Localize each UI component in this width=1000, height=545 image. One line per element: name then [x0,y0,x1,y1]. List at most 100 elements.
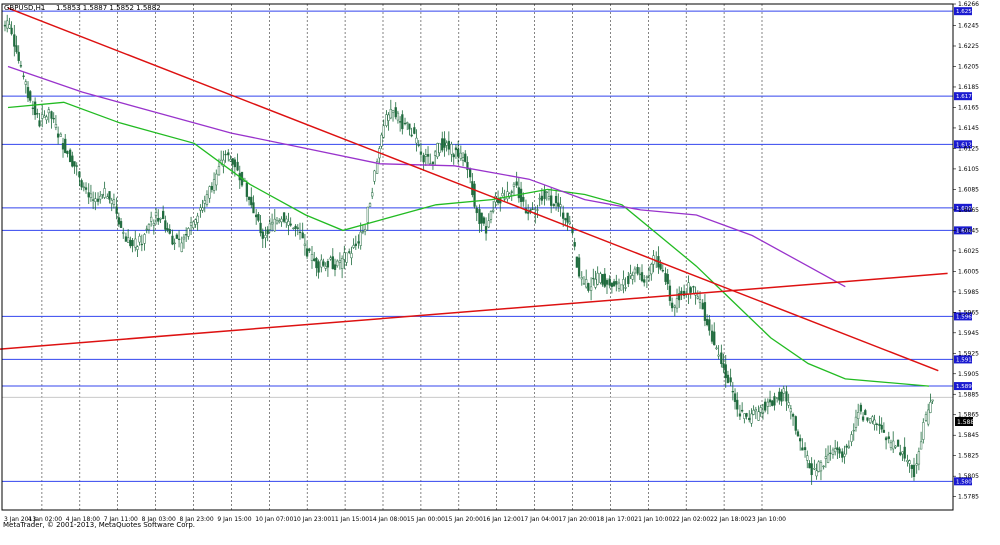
candle-body [670,302,674,309]
y-tick-label: 1.5785 [958,494,979,501]
candle-body [826,454,830,463]
candle-body [750,413,753,424]
candle-body [6,20,9,29]
candle-body [15,45,18,53]
candle-body [340,257,344,269]
x-tick-label: 4 Jan 02:00 [28,516,62,523]
candle-body [387,114,390,121]
candle-body [103,188,106,198]
candle-body [343,252,346,260]
candle-body [612,281,616,287]
candle-body [29,91,32,101]
candle-body [589,286,593,291]
candle-body [96,198,100,202]
candle-body [315,257,318,269]
candle-body [894,445,897,448]
candle-body [320,259,323,268]
x-tick-label: 10 Jan 23:00 [293,516,331,523]
candle-body [815,470,818,477]
candle-body [31,107,35,109]
level-price-badge [954,312,972,321]
trendlines-layer[interactable] [0,7,948,372]
candle-body [873,419,876,425]
candle-body [547,196,551,200]
level-price-badge [954,7,972,16]
candle-body [469,168,472,178]
x-tick-label: 7 Jan 11:00 [104,516,138,523]
candle-body [33,101,37,115]
candle-body [180,242,183,252]
candle-body [368,203,372,207]
candle-body [703,302,707,321]
level-price-badge [954,355,972,364]
candle-body [422,155,425,163]
candle-body [585,279,588,288]
candle-body [731,390,734,393]
candle-body [824,456,828,459]
candle-body [682,290,686,296]
candle-body [875,423,878,426]
candle-body [52,117,55,120]
candle-body [162,210,165,219]
y-tick-label: 1.6065 [958,207,979,214]
candle-body [149,216,153,222]
y-tick-label: 1.5945 [958,330,979,337]
y-tick-label: 1.5885 [958,391,979,398]
candle-body [696,296,699,299]
candle-body [26,87,30,99]
candle-body [452,154,455,158]
candle-body [94,198,97,202]
candle-body [726,374,730,383]
candle-body [489,211,493,220]
candle-body [145,228,148,231]
y-tick-label: 1.6145 [958,125,979,132]
candle-body [159,217,162,220]
candle-body [350,253,353,259]
horizontal-levels[interactable]: 1.62591.61761.61291.60671.60451.59611.59… [2,7,976,486]
candle-body [433,151,437,156]
candle-body [391,110,395,113]
candle-body [922,422,925,440]
candle-body [359,231,362,246]
candle-body [503,198,506,200]
candle-body [122,232,125,234]
x-tick-label: 14 Jan 08:00 [369,516,407,523]
candle-body [575,256,579,268]
candle-body [398,121,402,123]
candle-body [550,195,553,206]
candle-body [140,243,143,246]
candle-body [759,407,762,413]
candle-body [675,298,679,309]
candle-body [845,445,848,448]
candle-body [289,223,292,226]
candle-body [217,166,221,176]
candle-body [647,269,651,276]
candle-body [259,222,262,234]
candle-body [464,153,467,162]
candle-body [261,231,264,239]
y-tick-label: 1.5925 [958,350,979,357]
candle-body [908,460,911,464]
candle-body [56,133,60,138]
x-tick-label: 3 Jan 2013 [4,516,36,523]
candle-body [484,226,488,234]
candle-body [419,151,423,155]
candle-body [413,127,416,134]
candle-body [768,399,772,403]
candle-body [36,113,39,115]
candle-body [134,238,137,248]
candle-body [841,451,844,458]
y-tick-label: 1.6185 [958,84,979,91]
candle-body [338,260,342,263]
candle-body [273,218,276,232]
current-price-badge [955,417,973,426]
candle-body [459,152,462,159]
candle-body [871,416,874,422]
candle-body [903,446,906,459]
y-tick-label: 1.5965 [958,309,979,316]
candle-body [745,413,748,417]
candle-body [554,195,558,204]
candle-body [592,277,595,280]
